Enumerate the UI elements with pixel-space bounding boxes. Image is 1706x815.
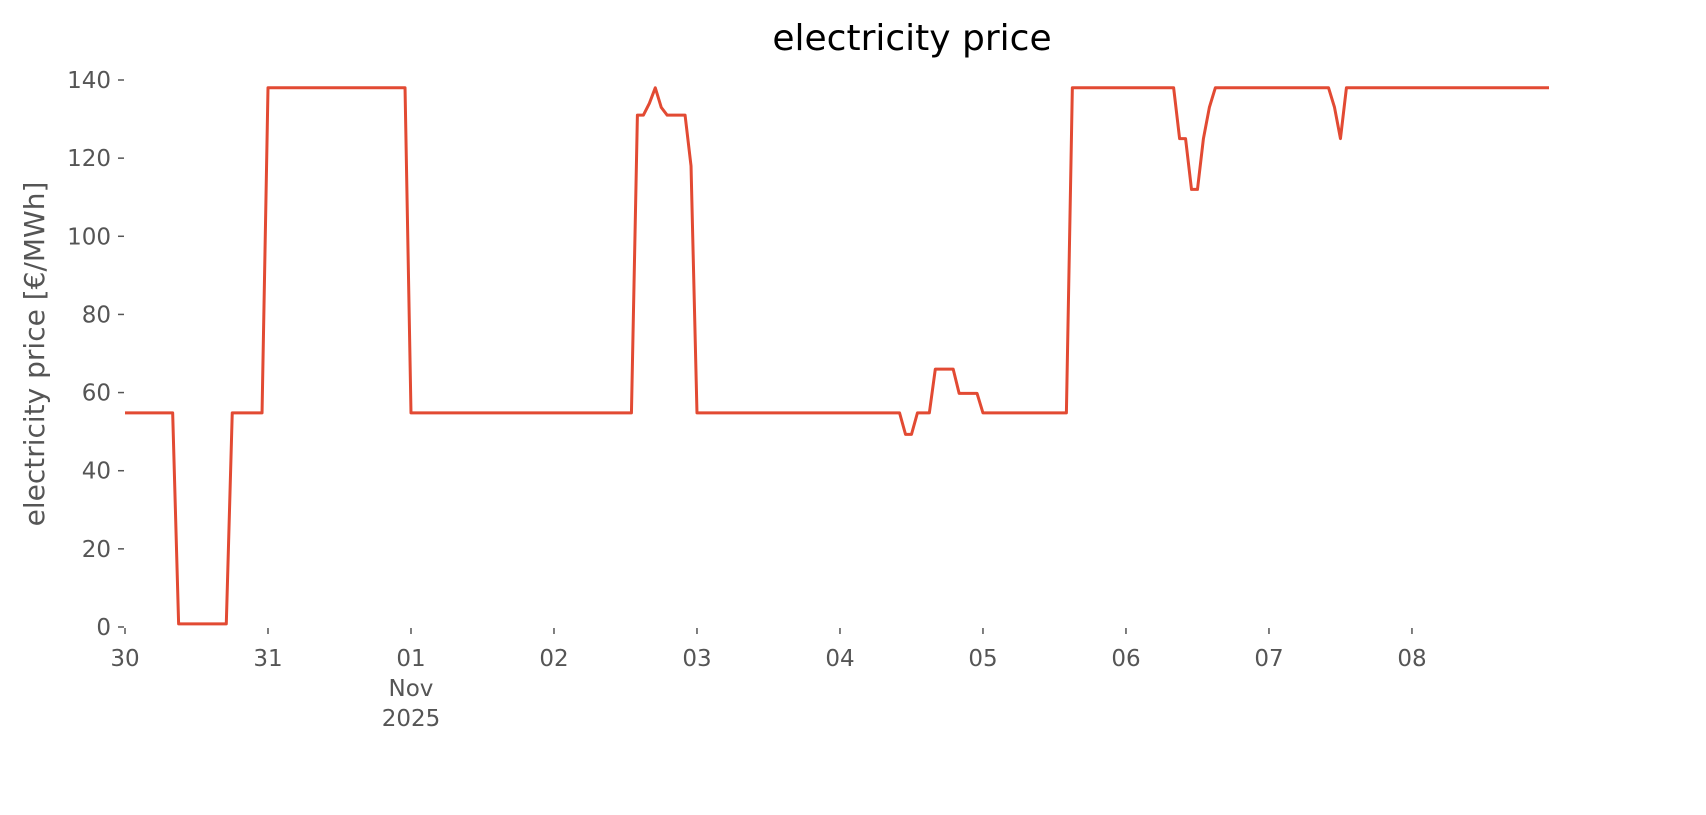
line-series [125,86,1549,626]
y-tick-label: 140 [67,68,111,94]
x-tick-label: 01 Nov 2025 [382,646,441,732]
x-tick-label: 06 [1111,646,1140,672]
x-tick-label: 30 [110,646,139,672]
y-tick-label: 20 [82,537,111,563]
y-tick-label: 0 [96,615,111,641]
chart-title: electricity price [772,18,1051,59]
x-tick-label: 02 [539,646,568,672]
x-tick-label: 05 [968,646,997,672]
x-tick-label: 31 [253,646,282,672]
y-tick-label: 100 [67,224,111,250]
x-tick-label: 04 [825,646,854,672]
y-tick-label: 60 [82,381,111,407]
y-tick-label: 120 [67,146,111,172]
y-tick-label: 80 [82,302,111,328]
x-tick-label: 08 [1397,646,1426,672]
x-tick-label: 03 [682,646,711,672]
y-axis-label: electricity price [€/MWh] [18,182,51,527]
y-tick-label: 40 [82,459,111,485]
x-tick-label: 07 [1254,646,1283,672]
